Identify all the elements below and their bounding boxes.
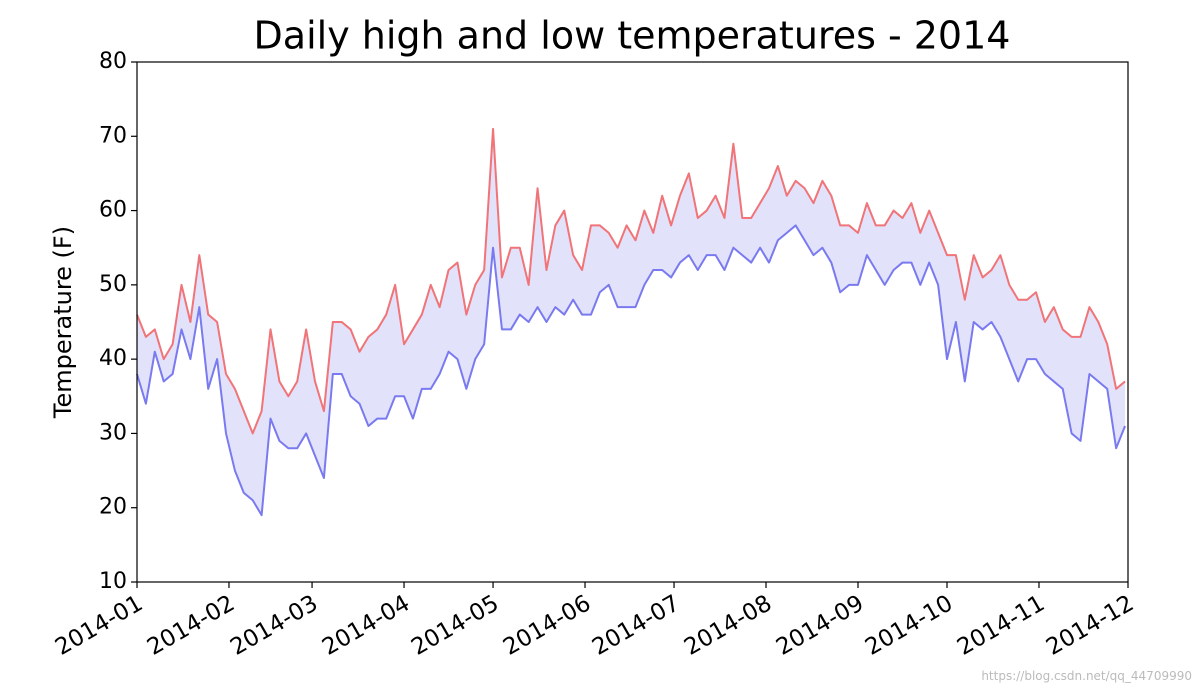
y-axis-label: Temperature (F) (49, 226, 77, 419)
series-line (136, 224, 1126, 517)
y-tick-label: 40 (99, 346, 127, 371)
watermark: https://blog.csdn.net/qq_44709990 (981, 669, 1192, 683)
chart-title: Daily high and low temperatures - 2014 (254, 14, 1011, 58)
y-tick-label: 50 (99, 272, 127, 297)
y-tick-label: 60 (99, 198, 127, 223)
y-tick-label: 20 (99, 495, 127, 520)
plot-frame (136, 61, 1129, 583)
y-tick-label: 80 (99, 49, 127, 74)
y-tick-label: 30 (99, 420, 127, 445)
y-tick-label: 10 (99, 569, 127, 594)
y-tick-label: 70 (99, 123, 127, 148)
series-line (136, 127, 1126, 435)
